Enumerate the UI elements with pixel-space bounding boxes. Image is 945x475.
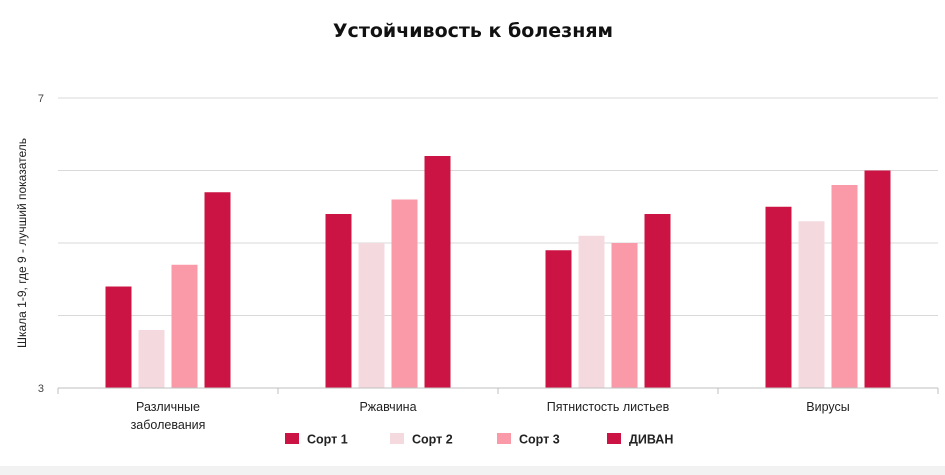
x-axis [57, 387, 939, 394]
legend-swatch [607, 433, 621, 444]
bar [578, 235, 605, 388]
bar [611, 243, 638, 388]
category-label-line: Различные [136, 400, 200, 414]
legend-swatch [497, 433, 511, 444]
bar [204, 192, 231, 388]
legend-swatch [285, 433, 299, 444]
bar [105, 286, 132, 388]
bar [358, 243, 385, 388]
category-labels: Различные заболевания Ржавчина Пятнистость … [131, 400, 850, 432]
category-label-line: Ржавчина [359, 400, 416, 414]
category-label: Ржавчина [359, 400, 416, 414]
category-label-line: Вирусы [806, 400, 849, 414]
bar [798, 221, 825, 388]
category-label: Пятнистость листьев [547, 400, 670, 414]
bar [391, 199, 418, 388]
bar [644, 214, 671, 388]
legend-label: Сорт 2 [412, 433, 453, 447]
bar [765, 206, 792, 388]
category-label-line: Пятнистость листьев [547, 400, 670, 414]
bar [864, 170, 891, 388]
legend-swatch [390, 433, 404, 444]
bar [171, 264, 198, 388]
legend: Сорт 1 Сорт 2 Сорт 3 ДИВАН [285, 433, 673, 447]
y-tick-label: 7 [38, 93, 44, 105]
category-label-line: заболевания [131, 418, 206, 432]
footer-strip [0, 466, 945, 475]
bar [831, 185, 858, 388]
chart-title: Устойчивость к болезням [333, 20, 613, 42]
bar [138, 330, 165, 388]
y-axis-ticks: 37 [38, 93, 44, 395]
bar [325, 214, 352, 388]
bars [105, 156, 891, 388]
category-label: Вирусы [806, 400, 849, 414]
y-tick-label: 3 [38, 383, 44, 395]
legend-label: Сорт 3 [519, 433, 560, 447]
bar [424, 156, 451, 388]
y-axis-label: Шкала 1-9, где 9 - лучший показатель [15, 138, 29, 348]
category-label: Различные заболевания [131, 400, 206, 432]
bar [545, 250, 572, 388]
legend-label: Сорт 1 [307, 433, 348, 447]
legend-label: ДИВАН [629, 433, 673, 447]
